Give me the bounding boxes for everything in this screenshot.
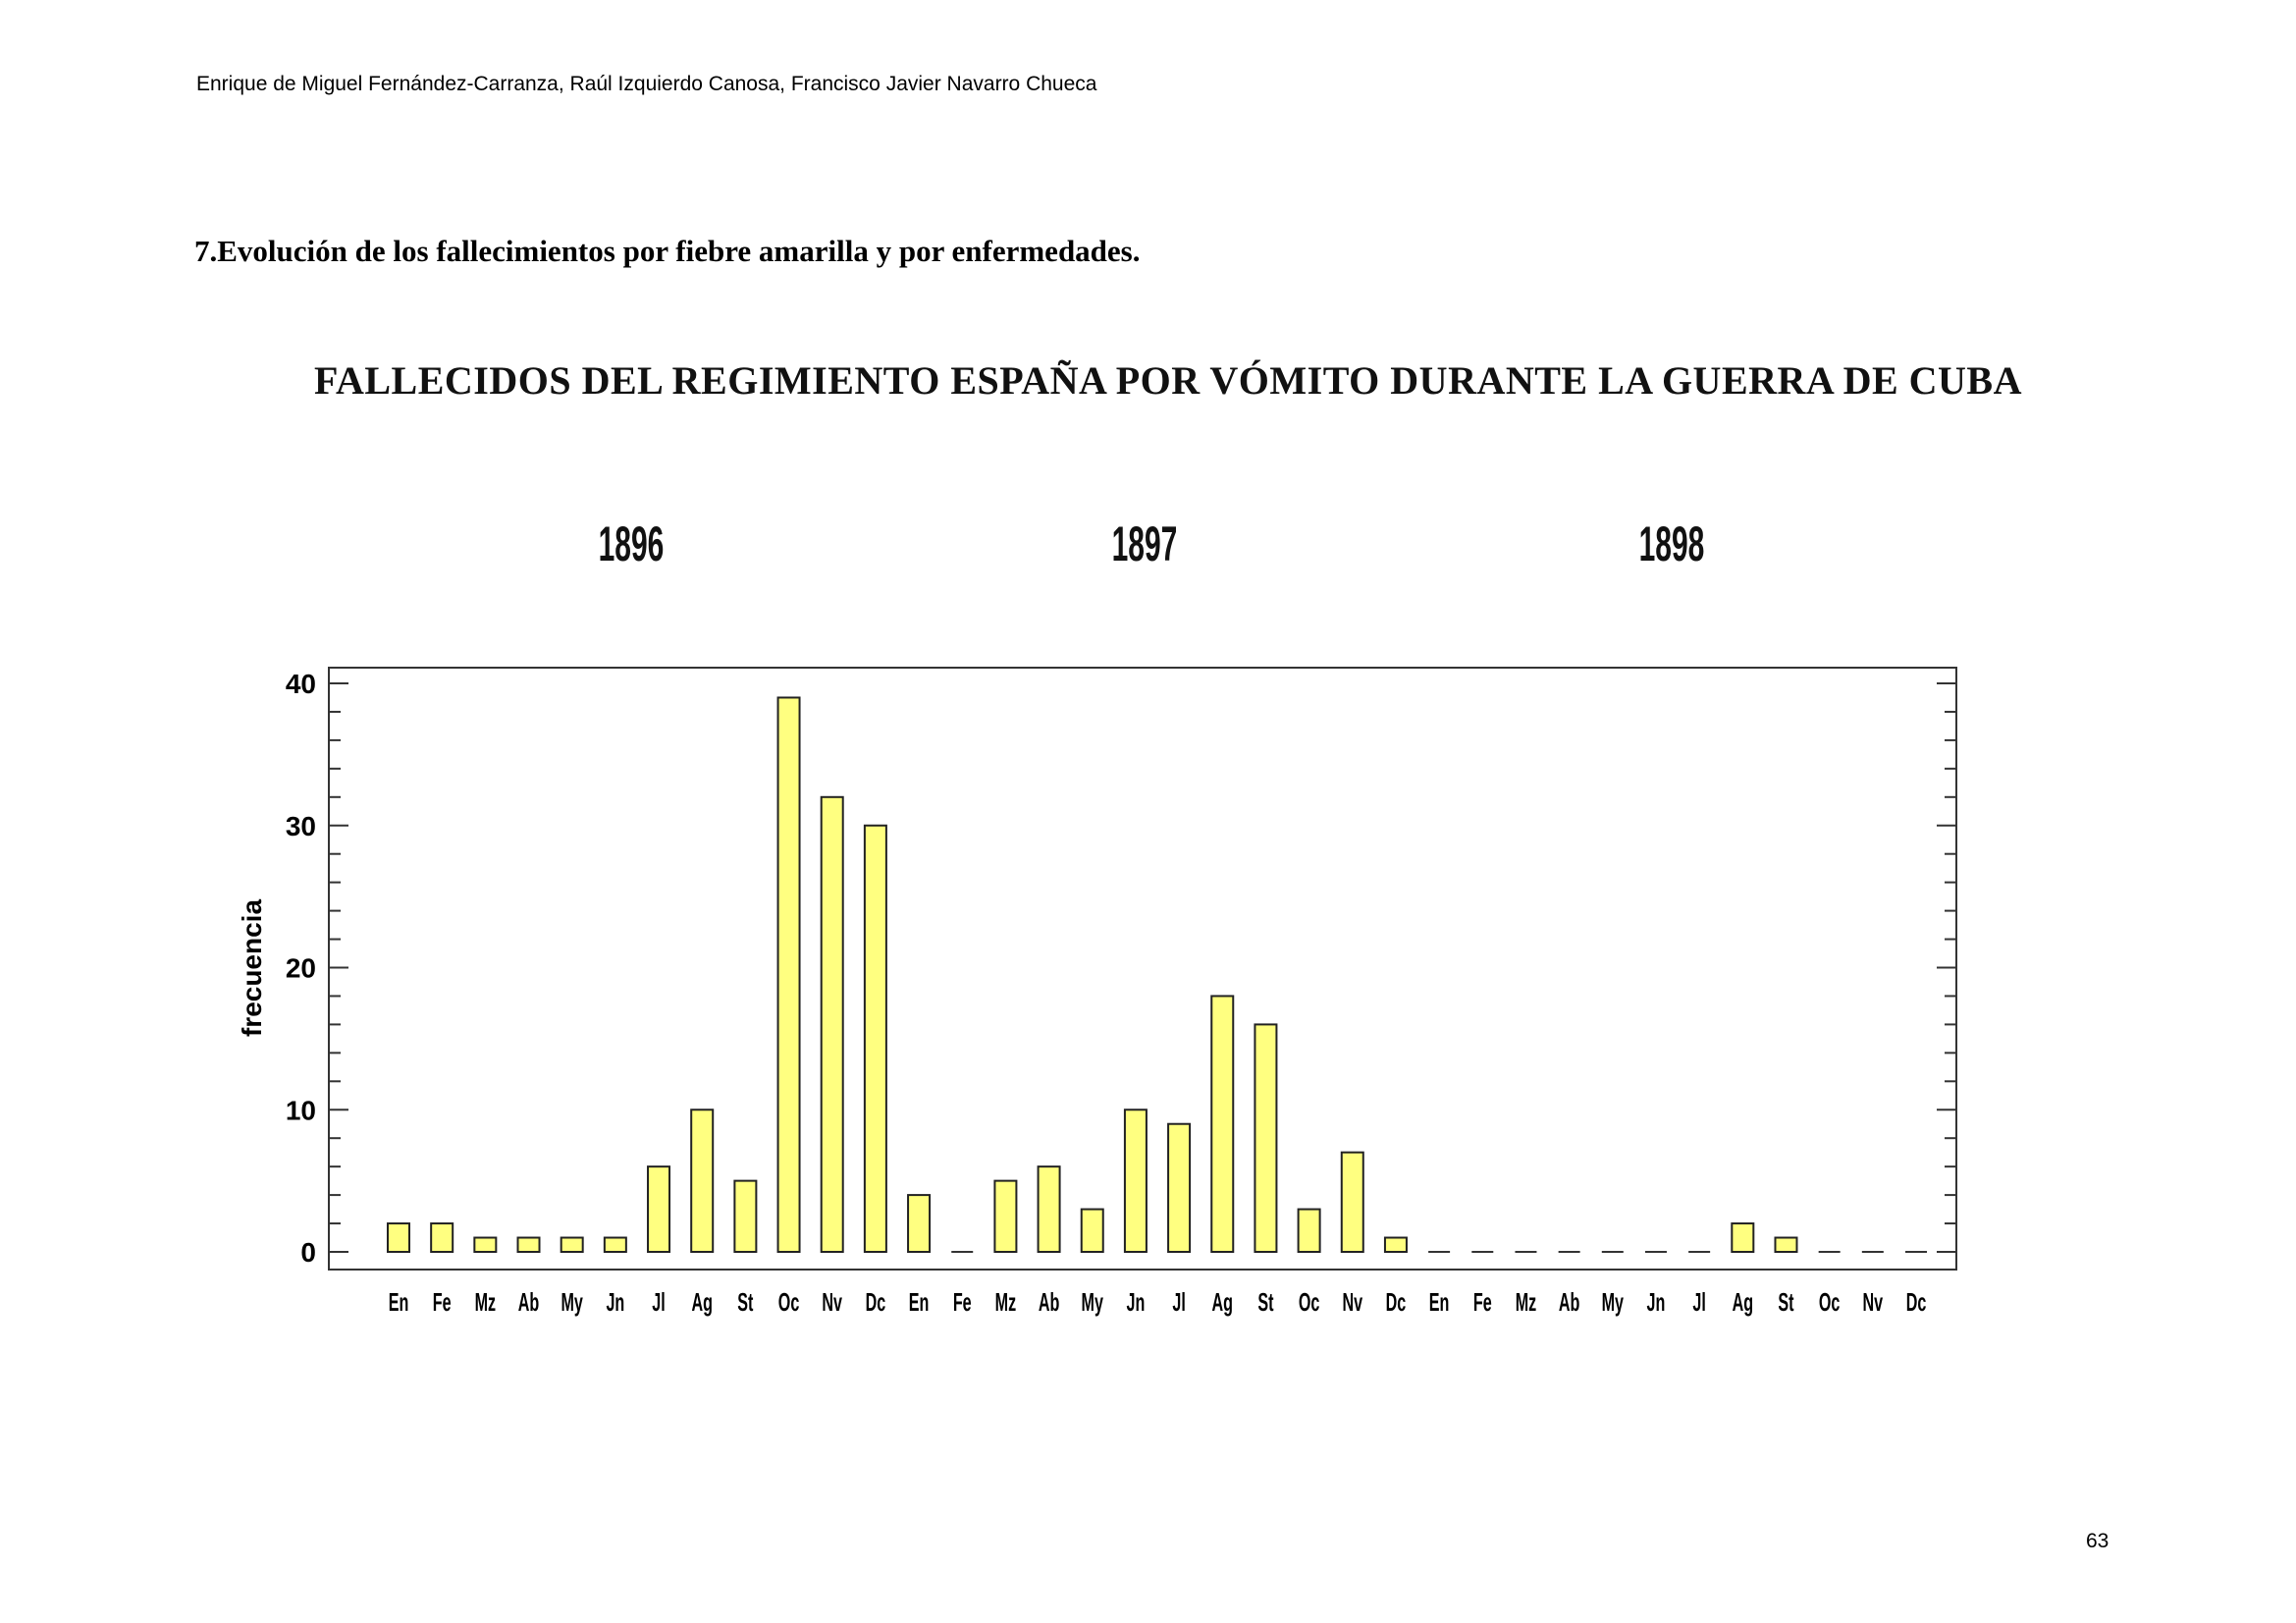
bar (1383, 1236, 1408, 1254)
x-tick-label: Ag (691, 1287, 712, 1317)
x-tick-label: Mz (995, 1287, 1017, 1317)
x-tick-label: En (909, 1287, 930, 1317)
chart-title: FALLECIDOS DEL REGIMIENTO ESPAÑA POR VÓM… (314, 358, 2022, 403)
bar (430, 1222, 454, 1254)
y-axis-label: frecuencia (237, 899, 267, 1037)
year-label-1897: 1897 (1111, 516, 1178, 571)
x-tick-label: Jn (1647, 1287, 1666, 1317)
x-tick-label: Ab (1559, 1287, 1579, 1317)
y-tick-label: 10 (286, 1095, 316, 1125)
x-tick-label: Fe (953, 1287, 972, 1317)
bar (1080, 1208, 1104, 1253)
y-tick-label: 30 (286, 811, 316, 841)
x-tick-label: Ag (1733, 1287, 1753, 1317)
page-number: 63 (2086, 1530, 2109, 1552)
bar (1254, 1023, 1278, 1254)
x-tick-label: St (1257, 1287, 1273, 1317)
x-tick-label: St (737, 1287, 753, 1317)
bar (907, 1194, 932, 1253)
bar (1167, 1122, 1192, 1253)
bar (1774, 1236, 1798, 1254)
y-tick-label: 40 (286, 669, 316, 699)
year-label-1898: 1898 (1638, 516, 1705, 571)
x-tick-label: En (1429, 1287, 1450, 1317)
bar (776, 696, 801, 1253)
bar (647, 1165, 671, 1254)
x-tick-label: Ab (518, 1287, 539, 1317)
bar (387, 1222, 410, 1254)
bar (473, 1236, 498, 1254)
y-tick-label: 0 (300, 1237, 316, 1268)
bar (1037, 1165, 1061, 1254)
x-tick-label: St (1778, 1287, 1793, 1317)
x-tick-label: Ag (1212, 1287, 1233, 1317)
bar (820, 795, 844, 1253)
x-tick-label: Dc (1906, 1287, 1927, 1317)
bar (1731, 1222, 1755, 1254)
year-label-1896: 1896 (598, 516, 665, 571)
x-tick-label: Nv (1342, 1287, 1362, 1317)
x-tick-label: Jn (1127, 1287, 1146, 1317)
x-tick-label: Jl (1692, 1287, 1705, 1317)
x-tick-label: Ab (1039, 1287, 1059, 1317)
x-tick-label: My (1602, 1287, 1624, 1317)
bar (603, 1236, 627, 1254)
bar (1340, 1151, 1364, 1254)
x-tick-label: Nv (822, 1287, 842, 1317)
x-tick-label: Jl (1172, 1287, 1185, 1317)
section-title: 7.Evolución de los fallecimientos por fi… (194, 234, 1141, 268)
x-tick-label: Dc (1386, 1287, 1407, 1317)
bar (1210, 995, 1235, 1253)
x-tick-label: Dc (866, 1287, 886, 1317)
x-tick-label: Jl (652, 1287, 665, 1317)
x-tick-label: Mz (475, 1287, 497, 1317)
bar (1123, 1109, 1148, 1253)
x-tick-label: Nv (1863, 1287, 1884, 1317)
x-tick-label: Oc (778, 1287, 800, 1317)
bar (516, 1236, 541, 1254)
bar (560, 1236, 584, 1254)
x-tick-label: My (1082, 1287, 1103, 1317)
y-tick-label: 20 (286, 953, 316, 984)
x-tick-label: Mz (1516, 1287, 1537, 1317)
bar (690, 1109, 715, 1253)
x-tick-label: Oc (1819, 1287, 1841, 1317)
bar (993, 1179, 1018, 1253)
bar (863, 824, 887, 1253)
bar (733, 1179, 758, 1253)
x-tick-label: My (561, 1287, 582, 1317)
x-tick-label: Jn (606, 1287, 624, 1317)
page-header-authors: Enrique de Miguel Fernández-Carranza, Ra… (196, 73, 1097, 95)
x-tick-label: En (389, 1287, 409, 1317)
x-tick-label: Fe (433, 1287, 452, 1317)
bar (1297, 1208, 1321, 1253)
x-tick-label: Oc (1299, 1287, 1320, 1317)
x-tick-label: Fe (1473, 1287, 1492, 1317)
